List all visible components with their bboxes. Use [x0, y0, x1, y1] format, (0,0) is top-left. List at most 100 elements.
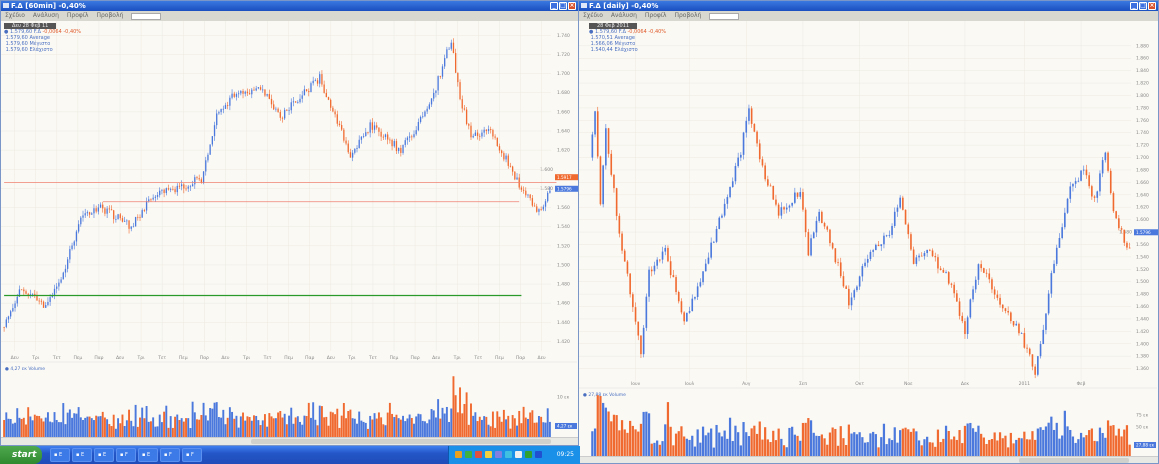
- volume-chart-60min[interactable]: ● 4,27 εκ Volume 10 εκ 4,27 εκ: [1, 363, 579, 437]
- tray-icon[interactable]: [485, 451, 492, 458]
- volume-bar: [417, 413, 420, 437]
- candle: [974, 279, 977, 290]
- candle: [885, 235, 888, 237]
- volume-bar: [847, 424, 850, 456]
- candle: [108, 208, 110, 210]
- menu-profile[interactable]: Προφίλ: [66, 12, 89, 19]
- candle: [794, 192, 796, 203]
- candle: [958, 301, 961, 316]
- tray-icon[interactable]: [535, 451, 542, 458]
- menu-analysis[interactable]: Ανάλυση: [610, 12, 637, 19]
- tray-icon[interactable]: [515, 451, 522, 458]
- volume-bar: [371, 419, 374, 437]
- candle: [176, 185, 178, 193]
- maximize-button[interactable]: □: [1139, 2, 1147, 10]
- menu-design[interactable]: Σχέδιο: [583, 12, 603, 19]
- candle: [910, 234, 912, 250]
- y-tick-label: 1.740: [557, 33, 570, 39]
- minimize-button[interactable]: _: [1130, 2, 1138, 10]
- tray-icon[interactable]: [495, 451, 502, 458]
- candle: [645, 296, 648, 328]
- scrollbar-thumb[interactable]: [1019, 458, 1129, 463]
- x-tick-label: Παρ: [516, 355, 525, 361]
- menu-design[interactable]: Σχέδιο: [5, 12, 25, 19]
- candle: [926, 249, 928, 254]
- symbol-input[interactable]: [709, 12, 740, 20]
- volume-bar: [529, 412, 532, 437]
- tray-icon[interactable]: [465, 451, 472, 458]
- taskbar-window-button[interactable]: ▪ F: [182, 448, 202, 462]
- menu-view[interactable]: Προβολή: [674, 12, 702, 19]
- volume-bar: [1109, 425, 1112, 456]
- menu-analysis[interactable]: Ανάλυση: [32, 12, 59, 19]
- menu-bar: Σχέδιο Ανάλυση Προφίλ Προβολή: [1, 11, 578, 21]
- price-chart-60min[interactable]: 1.740 1.720 1.700 1.680 1.660 1.640 1.620 1.600…: [1, 21, 579, 363]
- volume-bar: [809, 420, 813, 456]
- taskbar-window-button[interactable]: ▪ F: [160, 448, 180, 462]
- volume-chart-daily[interactable]: ● 27,88 εκ Volume 75 εκ 50 εκ 27,88 εκ: [579, 389, 1159, 456]
- y-tick-label: 1.440: [1136, 316, 1149, 322]
- candle: [404, 140, 406, 145]
- window-title-bar[interactable]: F.Δ [daily] -0,40% _ □ ×: [579, 1, 1158, 11]
- volume-bar: [1096, 441, 1099, 456]
- volume-bar: [327, 425, 330, 437]
- minimize-button[interactable]: _: [550, 2, 558, 10]
- window-title-bar[interactable]: F.Δ [60min] -0,40% _ □ ×: [1, 1, 578, 11]
- candle: [139, 217, 141, 219]
- candle: [918, 255, 920, 258]
- tray-icon[interactable]: [475, 451, 482, 458]
- candle: [699, 282, 702, 287]
- scrollbar-thumb[interactable]: [251, 439, 551, 444]
- horizontal-scrollbar[interactable]: [579, 456, 1158, 463]
- taskbar-window-button[interactable]: ▪ Ε: [138, 448, 158, 462]
- volume-bar: [404, 421, 407, 437]
- taskbar-window-button[interactable]: ▪ Ε: [94, 448, 114, 462]
- x-tick-label: Παρ: [305, 355, 314, 361]
- candle: [1012, 321, 1015, 326]
- tray-icon[interactable]: [455, 451, 462, 458]
- candle: [91, 213, 93, 215]
- candle: [966, 317, 969, 335]
- candle: [86, 212, 89, 214]
- volume-bar: [642, 411, 645, 456]
- tray-icon[interactable]: [525, 451, 532, 458]
- menu-view[interactable]: Προβολή: [96, 12, 124, 19]
- candle: [888, 234, 891, 236]
- volume-bar: [44, 417, 47, 437]
- candle: [485, 129, 487, 132]
- volume-bar: [180, 418, 183, 437]
- symbol-input[interactable]: [131, 12, 162, 20]
- candle: [929, 249, 931, 251]
- tray-icon[interactable]: [505, 451, 512, 458]
- volume-bar: [334, 414, 337, 437]
- y-tick-label: 1.420: [557, 339, 570, 345]
- candle: [69, 249, 71, 260]
- x-tick-label: Τετ: [263, 355, 272, 361]
- y-tick-label: 1.500: [557, 262, 570, 268]
- start-button[interactable]: start: [0, 446, 42, 464]
- candle: [170, 189, 172, 190]
- volume-bar: [917, 440, 921, 456]
- volume-bar: [358, 411, 361, 437]
- maximize-button[interactable]: □: [559, 2, 567, 10]
- taskbar-window-button[interactable]: ▪ F: [116, 448, 136, 462]
- candle: [23, 289, 25, 292]
- taskbar-window-button[interactable]: ▪ Ε: [72, 448, 92, 462]
- close-button[interactable]: ×: [568, 2, 576, 10]
- volume-bar: [329, 411, 332, 437]
- volume-bar: [639, 423, 643, 456]
- candle: [675, 277, 677, 292]
- candle: [430, 98, 433, 105]
- volume-bar: [353, 418, 356, 437]
- candle: [40, 300, 43, 302]
- volume-bar: [42, 421, 45, 437]
- close-button[interactable]: ×: [1148, 2, 1156, 10]
- x-tick-label: Ιουλ: [685, 381, 695, 387]
- taskbar-window-button[interactable]: ▪ Ε: [50, 448, 70, 462]
- candle: [780, 207, 783, 216]
- menu-profile[interactable]: Προφίλ: [644, 12, 667, 19]
- candle: [323, 84, 325, 93]
- price-tag: [555, 174, 578, 181]
- price-chart-daily[interactable]: 1.880 1.860 1.840 1.820 1.800 1.780 1.760 1.740…: [579, 21, 1159, 389]
- horizontal-scrollbar[interactable]: [1, 437, 578, 445]
